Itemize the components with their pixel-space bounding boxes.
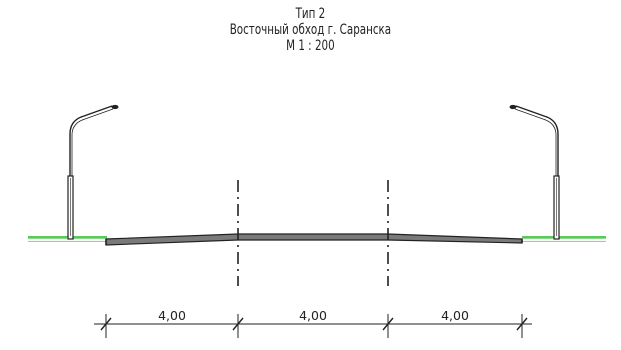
- grass-right: [522, 236, 606, 242]
- title-type: Тип 2: [295, 6, 326, 22]
- dimension-line: [94, 314, 532, 338]
- dimension-label-right: 4,00: [441, 308, 469, 323]
- title-block: Тип 2 Восточный обход г. Саранска М 1 : …: [56, 6, 565, 54]
- dimension-label-left: 4,00: [158, 308, 186, 323]
- lamp-post-left: [67, 104, 119, 240]
- dimension-label-center: 4,00: [299, 308, 327, 323]
- road-surface: [105, 233, 523, 246]
- title-road-name: Восточный обход г. Саранска: [229, 22, 392, 38]
- title-scale: М 1 : 200: [286, 38, 335, 54]
- lamp-post-right: [509, 104, 560, 240]
